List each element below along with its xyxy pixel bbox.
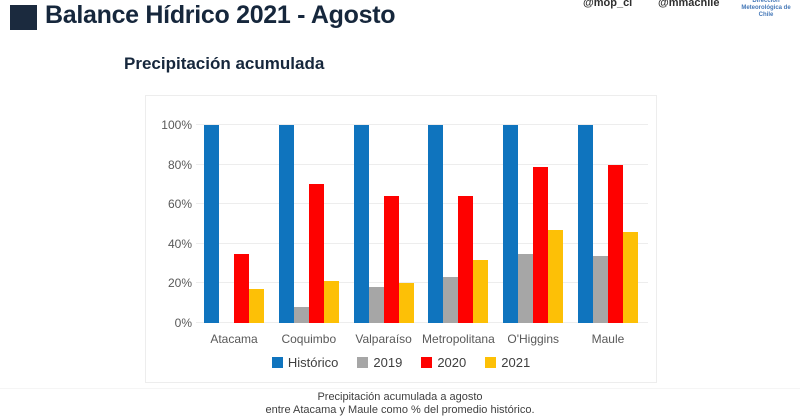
bar-hist-rico-o-higgins bbox=[503, 125, 519, 323]
x-label-slot-maule: Maule bbox=[578, 332, 638, 346]
bar-2019-coquimbo bbox=[293, 307, 309, 323]
bar-2020-maule bbox=[607, 164, 623, 323]
twitter-handle-mma: @mmachile bbox=[658, 0, 720, 9]
legend-item-2021: 2021 bbox=[485, 355, 530, 370]
bar-2021-valpara-so bbox=[398, 283, 414, 323]
ytick-20: 20% bbox=[167, 276, 192, 291]
page-title: Balance Hídrico 2021 - Agosto bbox=[45, 1, 396, 29]
bar-group-metropolitana bbox=[428, 125, 489, 323]
bar-2021-coquimbo bbox=[323, 281, 339, 323]
bar-2021-atacama bbox=[249, 289, 264, 323]
x-label-slot-o-higgins: O'Higgins bbox=[503, 332, 563, 346]
legend-swatch-2020 bbox=[421, 357, 433, 368]
x-label-metropolitana: Metropolitana bbox=[422, 332, 495, 346]
bar-2020-atacama bbox=[234, 253, 249, 323]
dmc-logo-text: Dirección Meteorológica de Chile bbox=[741, 0, 791, 18]
gridlines bbox=[196, 124, 648, 323]
x-axis-labels: Atacama Coquimbo Valparaíso Metropolitana O'… bbox=[204, 332, 638, 346]
bar-hist-rico-valpara-so bbox=[353, 125, 369, 323]
bar-2021-metropolitana bbox=[473, 259, 489, 323]
bar-group-valpara-so bbox=[353, 125, 414, 323]
gridline-80 bbox=[196, 163, 648, 165]
bar-group-maule bbox=[577, 125, 638, 323]
gridline-60 bbox=[196, 203, 648, 205]
bar-2019-o-higgins bbox=[518, 253, 534, 323]
footer-caption: Precipitación acumulada a agosto entre A… bbox=[0, 391, 800, 417]
bar-2019-valpara-so bbox=[368, 287, 384, 323]
x-label-slot-atacama: Atacama bbox=[204, 332, 264, 346]
legend-item-2020: 2020 bbox=[421, 355, 466, 370]
bar-hist-rico-atacama bbox=[204, 125, 219, 323]
ytick-100: 100% bbox=[161, 118, 192, 132]
bar-groups bbox=[204, 125, 638, 323]
footer-divider bbox=[0, 388, 800, 389]
bar-hist-rico-maule bbox=[577, 125, 593, 323]
x-label-slot-coquimbo: Coquimbo bbox=[279, 332, 339, 346]
title-square-icon bbox=[10, 5, 37, 30]
x-label-valpara-so: Valparaíso bbox=[355, 332, 412, 346]
bar-2019-maule bbox=[592, 255, 608, 323]
bar-2020-metropolitana bbox=[458, 196, 474, 323]
gridline-40 bbox=[196, 242, 648, 244]
legend-label-2019: 2019 bbox=[373, 355, 403, 370]
x-label-atacama: Atacama bbox=[210, 332, 258, 346]
chart-subtitle: Precipitación acumulada bbox=[124, 54, 325, 73]
footer-line-2: entre Atacama y Maule como % del promedi… bbox=[265, 404, 535, 416]
gridline-100 bbox=[196, 124, 648, 125]
x-label-maule: Maule bbox=[591, 332, 625, 346]
bar-group-atacama bbox=[204, 125, 264, 323]
ytick-80: 80% bbox=[167, 157, 192, 172]
bar-hist-rico-metropolitana bbox=[428, 125, 444, 323]
x-label-o-higgins: O'Higgins bbox=[507, 332, 560, 346]
chart-panel: 0% 20% 40% 60% 80% 100% Atacama Coquimbo Valpar… bbox=[145, 95, 657, 383]
chart-legend: Histórico 2019 2020 2021 bbox=[146, 355, 656, 370]
legend-swatch-2021 bbox=[485, 357, 497, 368]
bar-hist-rico-coquimbo bbox=[278, 125, 294, 323]
x-label-slot-metropolitana: Metropolitana bbox=[422, 332, 495, 346]
footer-line-1: Precipitación acumulada a agosto bbox=[317, 391, 483, 403]
gridline-0 bbox=[196, 322, 648, 323]
legend-label-2021: 2021 bbox=[501, 355, 531, 370]
bar-2019-metropolitana bbox=[443, 277, 459, 323]
bar-2021-maule bbox=[622, 231, 638, 323]
twitter-handle-mop: @mop_cl bbox=[583, 0, 633, 9]
legend-label-2020: 2020 bbox=[437, 355, 467, 370]
bar-2020-valpara-so bbox=[383, 196, 399, 323]
legend-label-hist-rico: Histórico bbox=[287, 355, 339, 370]
legend-item-hist-rico: Histórico bbox=[271, 355, 339, 370]
legend-item-2019: 2019 bbox=[357, 355, 402, 370]
bar-2021-o-higgins bbox=[548, 229, 564, 323]
ytick-40: 40% bbox=[167, 236, 192, 251]
bar-2020-o-higgins bbox=[533, 166, 549, 323]
ytick-0: 0% bbox=[174, 316, 192, 330]
bar-2020-coquimbo bbox=[308, 184, 324, 323]
gridline-20 bbox=[196, 282, 648, 284]
legend-swatch-hist-rico bbox=[271, 357, 283, 368]
ytick-60: 60% bbox=[167, 197, 192, 212]
bar-group-o-higgins bbox=[503, 125, 564, 323]
x-label-coquimbo: Coquimbo bbox=[281, 332, 337, 346]
x-label-slot-valpara-so: Valparaíso bbox=[354, 332, 414, 346]
bar-group-coquimbo bbox=[278, 125, 339, 323]
legend-swatch-2019 bbox=[357, 357, 369, 368]
